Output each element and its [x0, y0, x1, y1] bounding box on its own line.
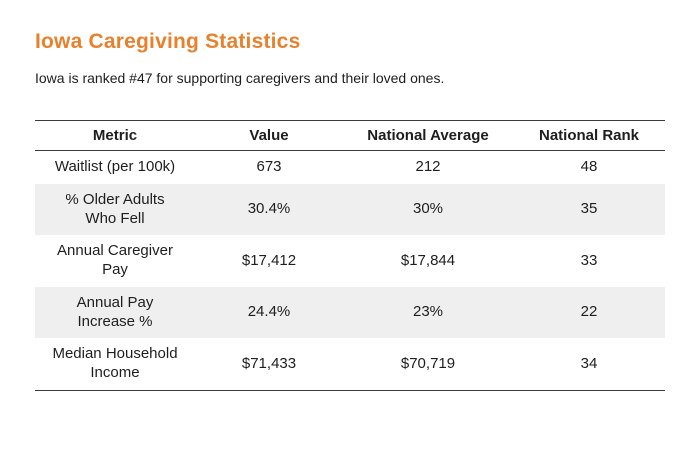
table-header-row: Metric Value National Average National R… [35, 120, 665, 151]
national-average-cell: 23% [412, 303, 444, 321]
column-header-metric: Metric [35, 120, 195, 151]
table-row-annual-pay-increase: Annual Pay Increase % 24.4% 23% 22 [35, 286, 665, 339]
metric-cell: % Older Adults Who Fell [65, 190, 165, 227]
national-rank-cell: 33 [580, 251, 598, 269]
national-average-cell: 30% [412, 200, 444, 218]
table-row-waitlist: Waitlist (per 100k) 673 212 48 [35, 151, 665, 184]
national-rank-cell: 34 [513, 338, 665, 391]
value-cell: 673 [256, 158, 282, 175]
table-row-older-adults-fell: % Older Adults Who Fell 30.4% 30% 35 [35, 183, 665, 236]
metric-cell: Waitlist (per 100k) [54, 158, 176, 175]
national-rank-cell: 35 [580, 200, 598, 218]
value-cell: $71,433 [195, 338, 343, 391]
national-average-cell: 212 [415, 158, 441, 175]
national-average-cell: $70,719 [343, 338, 513, 391]
metric-cell: Annual Pay Increase % [76, 293, 154, 330]
national-average-cell: $17,844 [400, 251, 456, 269]
table-row-median-household-income: Median Household Income $71,433 $70,719 … [35, 338, 665, 391]
metric-cell: Annual Caregiver Pay [57, 242, 173, 278]
metric-cell: Median Household Income [35, 338, 195, 391]
column-header-national-rank: National Rank [513, 120, 665, 151]
national-rank-cell: 22 [580, 303, 598, 321]
column-header-value: Value [195, 120, 343, 151]
value-cell: $17,412 [241, 251, 297, 269]
caregiving-statistics-table: Metric Value National Average National R… [35, 120, 665, 391]
value-cell: 30.4% [247, 200, 291, 218]
page-title: Iowa Caregiving Statistics [35, 30, 301, 53]
value-cell: 24.4% [247, 303, 291, 321]
table-row-annual-caregiver-pay: Annual Caregiver Pay $17,412 $17,844 33 [35, 235, 665, 287]
page-subtitle: Iowa is ranked #47 for supporting caregi… [35, 70, 445, 86]
national-rank-cell: 48 [580, 158, 598, 175]
column-header-national-average: National Average [343, 120, 513, 151]
